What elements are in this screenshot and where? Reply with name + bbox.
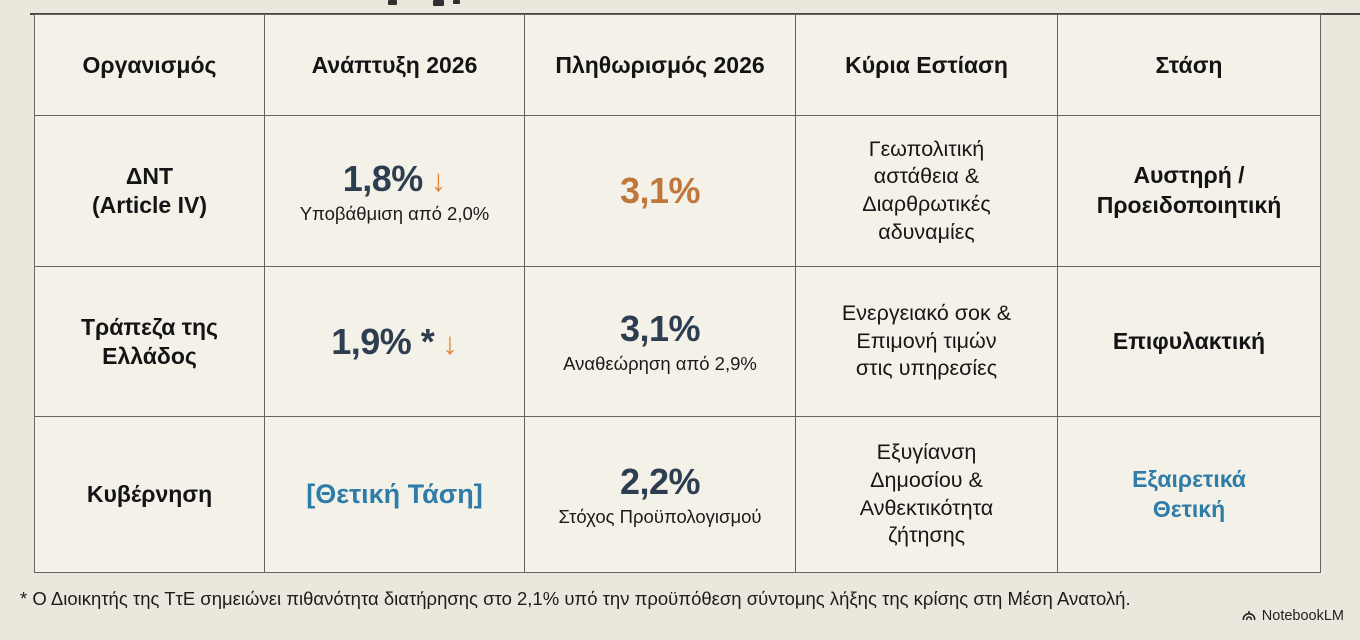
header-main-focus: Κύρια Εστίαση bbox=[795, 14, 1058, 116]
cropped-title-remnant bbox=[433, 0, 444, 6]
down-arrow-icon: ↓ bbox=[430, 162, 447, 198]
header-row: Οργανισμός Ανάπτυξη 2026 Πληθωρισμός 202… bbox=[34, 14, 1321, 116]
focus-cell: Γεωπολιτική αστάθεια & Διαρθρωτικές αδυν… bbox=[795, 115, 1058, 267]
focus-cell: Εξυγίανση Δημοσίου & Ανθεκτικότητα ζήτησ… bbox=[795, 416, 1058, 573]
focus-text: Ενεργειακό σοκ & Επιμονή τιμών στις υπηρ… bbox=[841, 301, 1012, 381]
growth-trend: [Θετική Τάση] bbox=[306, 479, 483, 509]
growth-cell: 1,9% * ↓ bbox=[264, 266, 525, 417]
focus-text: Γεωπολιτική αστάθεια & Διαρθρωτικές αδυν… bbox=[862, 136, 991, 244]
inflation-cell: 2,2% Στόχος Προϋπολογισμού bbox=[524, 416, 796, 573]
focus-text: Εξυγίανση Δημοσίου & Ανθεκτικότητα ζήτησ… bbox=[859, 440, 994, 548]
stance-cell: Αυστηρή / Προειδοποιητική bbox=[1057, 115, 1321, 267]
growth-cell: [Θετική Τάση] bbox=[264, 416, 525, 573]
growth-value: 1,9% * bbox=[331, 320, 435, 362]
inflation-note: Αναθεώρηση από 2,9% bbox=[563, 353, 757, 374]
table-row-government: Κυβέρνηση [Θετική Τάση] 2,2% Στόχος Προϋ… bbox=[34, 416, 1321, 573]
inflation-note: Στόχος Προϋπολογισμού bbox=[558, 506, 762, 527]
org-cell: ΔΝΤ (Article IV) bbox=[34, 115, 265, 267]
organization-name: Τράπεζα της Ελλάδος bbox=[80, 313, 219, 369]
stance-text: Επιφυλακτική bbox=[1112, 327, 1266, 354]
header-organization: Οργανισμός bbox=[34, 14, 265, 116]
stance-cell: Επιφυλακτική bbox=[1057, 266, 1321, 417]
organization-name: Κυβέρνηση bbox=[86, 481, 213, 508]
notebooklm-branding: NotebookLM bbox=[1241, 608, 1344, 624]
inflation-cell: 3,1% Αναθεώρηση από 2,9% bbox=[524, 266, 796, 417]
growth-cell: 1,8% ↓ Υποβάθμιση από 2,0% bbox=[264, 115, 525, 267]
growth-value: 1,8% bbox=[342, 157, 424, 199]
growth-note: Υποβάθμιση από 2,0% bbox=[299, 202, 490, 224]
notebooklm-label: NotebookLM bbox=[1261, 608, 1344, 624]
stance-cell: Εξαιρετικά Θετική bbox=[1057, 416, 1321, 573]
inflation-cell: 3,1% bbox=[524, 115, 796, 267]
table-row-imf: ΔΝΤ (Article IV) 1,8% ↓ Υποβάθμιση από 2… bbox=[34, 115, 1321, 267]
inflation-value: 2,2% bbox=[619, 461, 701, 502]
cropped-title-remnant bbox=[388, 0, 397, 5]
stance-text: Εξαιρετικά Θετική bbox=[1132, 465, 1246, 522]
table-row-bank-of-greece: Τράπεζα της Ελλάδος 1,9% * ↓ 3,1% Αναθεώ… bbox=[34, 266, 1321, 417]
down-arrow-icon: ↓ bbox=[442, 325, 458, 361]
header-stance: Στάση bbox=[1057, 14, 1321, 116]
forecast-table: Οργανισμός Ανάπτυξη 2026 Πληθωρισμός 202… bbox=[34, 14, 1321, 573]
organization-name: ΔΝΤ (Article IV) bbox=[91, 163, 208, 218]
inflation-value: 3,1% bbox=[619, 308, 701, 349]
header-growth-2026: Ανάπτυξη 2026 bbox=[264, 14, 525, 116]
org-cell: Τράπεζα της Ελλάδος bbox=[34, 266, 265, 417]
focus-cell: Ενεργειακό σοκ & Επιμονή τιμών στις υπηρ… bbox=[795, 266, 1058, 417]
stance-text: Αυστηρή / Προειδοποιητική bbox=[1096, 162, 1282, 218]
footnote: * Ο Διοικητής της ΤτΕ σημειώνει πιθανότη… bbox=[20, 588, 1131, 609]
inflation-value: 3,1% bbox=[619, 170, 701, 211]
org-cell: Κυβέρνηση bbox=[34, 416, 265, 573]
cropped-title-remnant bbox=[453, 0, 460, 4]
header-inflation-2026: Πληθωρισμός 2026 bbox=[524, 14, 796, 116]
notebooklm-icon bbox=[1241, 608, 1257, 624]
